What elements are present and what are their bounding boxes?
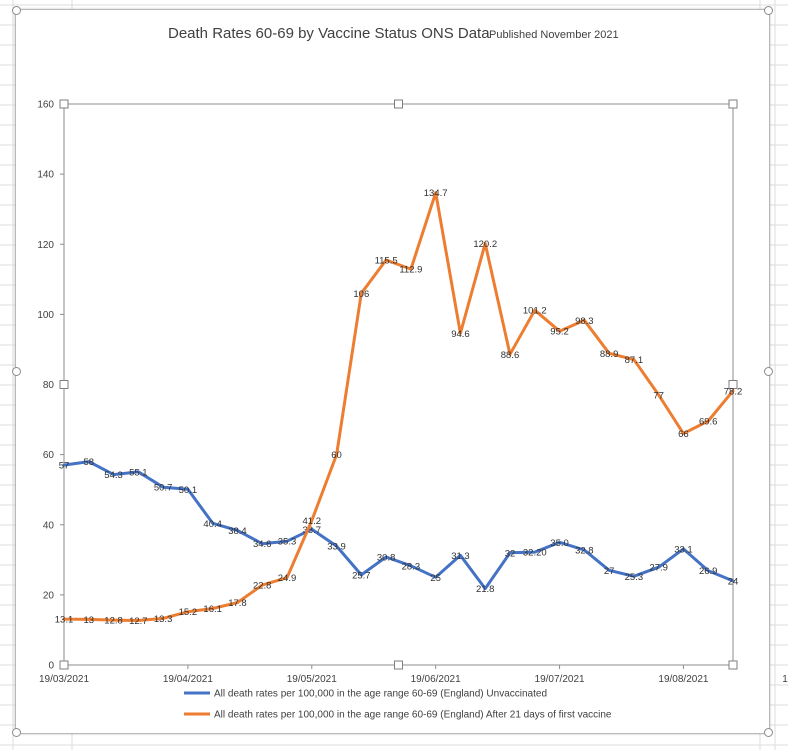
- data-label: 115.5: [375, 256, 398, 267]
- data-label: 33.9: [327, 542, 346, 553]
- data-label: 88.6: [501, 350, 520, 361]
- data-label: 112.9: [399, 265, 422, 276]
- x-tick-label: 19/08/2021: [658, 674, 708, 685]
- data-label: 31.3: [451, 551, 470, 562]
- resize-handle-left[interactable]: [12, 367, 21, 376]
- data-label: 24: [728, 576, 739, 587]
- data-label: 13: [83, 615, 94, 626]
- y-tick-label: 40: [43, 520, 55, 531]
- data-label: 60: [331, 450, 342, 461]
- x-tick-label: 19/07/2021: [535, 674, 585, 685]
- data-label: 58: [83, 457, 94, 468]
- y-tick-label: 20: [43, 590, 55, 601]
- data-label: 12.7: [129, 616, 148, 627]
- y-tick-label: 60: [43, 450, 55, 461]
- y-tick-label: 120: [37, 240, 54, 251]
- data-label: 106: [353, 289, 369, 300]
- data-label: 78.2: [724, 386, 743, 397]
- x-tick-label: 19/09/2021: [782, 674, 788, 685]
- data-label: 22.8: [253, 581, 272, 592]
- x-tick-label: 19/03/2021: [39, 674, 89, 685]
- data-label: 134.7: [424, 188, 448, 199]
- data-label: 15.2: [179, 607, 198, 618]
- data-label: 32.20: [523, 548, 547, 559]
- chart-subtitle: Published November 2021: [489, 29, 619, 41]
- legend[interactable]: All death rates per 100,000 in the age r…: [184, 689, 612, 721]
- data-label: 32.8: [575, 545, 594, 556]
- data-label: 88.9: [600, 349, 619, 360]
- data-label: 30.8: [377, 553, 396, 564]
- data-label: 28.3: [402, 561, 421, 572]
- legend-entry: All death rates per 100,000 in the age r…: [214, 710, 612, 721]
- data-label: 41.2: [303, 516, 322, 527]
- data-label: 25.7: [352, 570, 371, 581]
- data-label: 33.1: [674, 544, 693, 555]
- data-label: 120.2: [473, 239, 497, 250]
- plot-area-handle[interactable]: [728, 99, 738, 109]
- resize-handle-right[interactable]: [764, 367, 773, 376]
- data-label: 38.4: [228, 526, 247, 537]
- y-tick-label: 100: [37, 310, 54, 321]
- data-label: 54.3: [104, 470, 123, 481]
- resize-handle-top-left[interactable]: [12, 6, 21, 15]
- data-label: 35.0: [550, 538, 569, 549]
- series-line-unvaccinated[interactable]: [62, 460, 735, 591]
- plot-area-handle[interactable]: [394, 99, 403, 109]
- data-label: 66: [678, 429, 689, 440]
- data-label: 32: [505, 548, 516, 559]
- data-label: 69.6: [699, 416, 718, 427]
- data-label: 35.3: [278, 537, 297, 548]
- data-label: 12.8: [104, 616, 123, 627]
- x-tick-label: 19/06/2021: [411, 674, 461, 685]
- y-tick-label: 80: [43, 380, 55, 391]
- plot-area-handle[interactable]: [59, 380, 69, 389]
- plot-area-handle[interactable]: [59, 99, 69, 109]
- plot-area-handle[interactable]: [728, 660, 738, 670]
- series-line-vaccinated[interactable]: [62, 191, 735, 622]
- data-label: 21.8: [476, 584, 495, 595]
- chart-title: Death Rates 60-69 by Vaccine Status ONS …: [168, 25, 490, 42]
- y-tick-label: 0: [48, 661, 54, 672]
- data-label: 98.3: [575, 316, 594, 327]
- data-label: 27: [604, 566, 615, 577]
- data-label: 40.4: [203, 519, 222, 530]
- chart-object-frame[interactable]: [12, 6, 773, 737]
- data-label: 13.3: [154, 614, 173, 625]
- data-label: 25.3: [625, 572, 644, 583]
- x-tick-label: 19/05/2021: [287, 674, 337, 685]
- y-tick-label: 160: [37, 100, 54, 111]
- data-label: 16.1: [203, 604, 222, 615]
- data-label: 27.9: [649, 563, 668, 574]
- plot-area-handle[interactable]: [59, 660, 69, 670]
- data-label: 50.7: [154, 483, 173, 494]
- data-label: 17.8: [228, 598, 247, 609]
- data-label: 25: [430, 573, 441, 584]
- resize-handle-top-right[interactable]: [764, 6, 773, 15]
- data-label: 50.1: [179, 485, 198, 496]
- data-label: 24.9: [278, 573, 297, 584]
- data-label: 55.1: [129, 467, 148, 478]
- data-label: 95.2: [550, 327, 569, 338]
- resize-handle-bottom-right[interactable]: [764, 728, 773, 737]
- plot-area-handle[interactable]: [394, 660, 403, 670]
- plot-area[interactable]: 0 20 40 60 80 100 120 140 160 19/03/2021 19/04/202…: [37, 99, 788, 686]
- resize-handle-bottom-left[interactable]: [12, 728, 21, 737]
- data-label: 34.6: [253, 539, 272, 550]
- data-label: 13.1: [55, 615, 74, 626]
- data-label: 26.9: [699, 566, 718, 577]
- x-tick-label: 19/04/2021: [163, 674, 213, 685]
- legend-entry: All death rates per 100,000 in the age r…: [214, 689, 547, 700]
- data-label: 57: [59, 461, 70, 472]
- data-label: 38.7: [303, 525, 322, 536]
- data-label: 94.6: [451, 329, 470, 340]
- data-label: 87.1: [625, 355, 644, 366]
- data-label: 77: [653, 391, 664, 402]
- data-label: 101.2: [523, 306, 547, 317]
- y-tick-label: 140: [37, 170, 54, 181]
- plot-area-handle[interactable]: [728, 380, 738, 389]
